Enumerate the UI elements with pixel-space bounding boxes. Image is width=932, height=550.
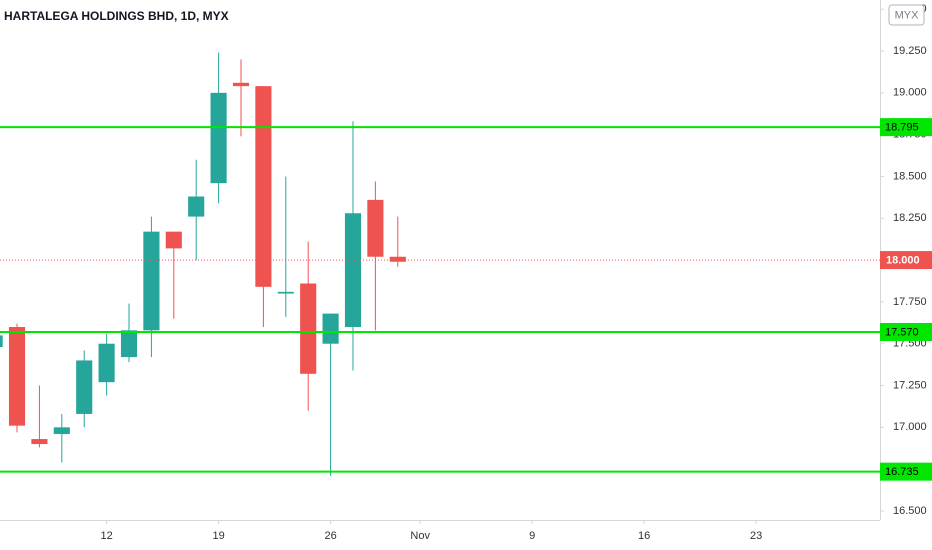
- y-tick-label: 17.750: [893, 296, 927, 308]
- y-tick-label: 17.250: [893, 379, 927, 391]
- candle-body: [300, 283, 317, 374]
- level-label-box: [880, 118, 932, 137]
- candle-body: [344, 213, 362, 327]
- candle-body: [322, 313, 339, 344]
- level-label: 16.735: [885, 466, 919, 478]
- x-tick-label: 26: [324, 530, 336, 542]
- level-label-box: [880, 323, 932, 342]
- candle-body: [367, 199, 384, 257]
- candle-body: [8, 326, 26, 426]
- y-tick-label: 18.250: [893, 212, 927, 224]
- x-tick-label: 16: [638, 530, 650, 542]
- x-tick-label: Nov: [410, 530, 430, 542]
- candle-body: [0, 335, 3, 348]
- y-tick-label: 18.500: [893, 170, 927, 182]
- last-price-box: [880, 251, 932, 270]
- y-tick-label: 19.250: [893, 45, 927, 57]
- candle-body: [188, 196, 205, 217]
- candle-body: [120, 330, 138, 358]
- candle-body: [53, 427, 70, 435]
- level-label: 18.795: [885, 122, 919, 134]
- candle-body: [31, 439, 48, 445]
- x-tick-label: 12: [100, 530, 112, 542]
- candle-body: [255, 86, 272, 287]
- candle-body: [143, 231, 160, 331]
- chart-title: HARTALEGA HOLDINGS BHD, 1D, MYX: [4, 9, 229, 23]
- last-price-label: 18.000: [886, 254, 920, 266]
- currency-label: MYX: [895, 9, 920, 21]
- currency-box: [888, 4, 925, 26]
- y-tick-label: 17.000: [893, 421, 927, 433]
- overlay: 18.795 17.570 16.735 18.000: [880, 118, 932, 481]
- x-tick-label: 23: [750, 530, 762, 542]
- level-label-box: [880, 462, 932, 481]
- plot-area: [0, 52, 880, 476]
- candle-body: [210, 92, 227, 184]
- candle-body: [277, 291, 294, 294]
- candle-body: [232, 82, 250, 87]
- level-label: 17.570: [885, 326, 919, 338]
- y-tick-label: 16.500: [893, 505, 927, 517]
- y-tick-label: 19.000: [893, 87, 927, 99]
- candle-body: [389, 256, 406, 262]
- candle-body: [165, 231, 182, 249]
- x-tick-label: 9: [529, 530, 535, 542]
- x-tick-label: 19: [212, 530, 224, 542]
- candle-body: [98, 343, 115, 383]
- candle-body: [76, 360, 93, 414]
